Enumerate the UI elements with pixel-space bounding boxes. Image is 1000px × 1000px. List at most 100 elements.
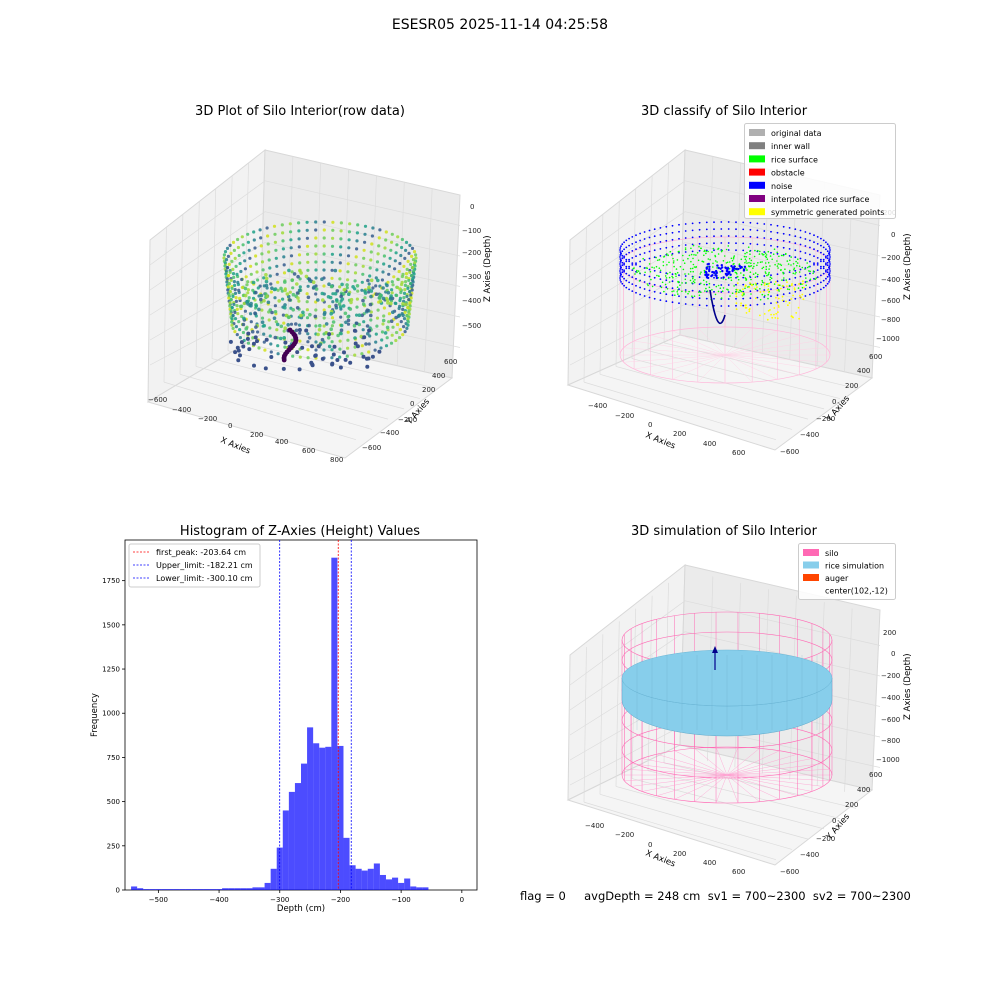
rice-surface-point bbox=[757, 262, 759, 264]
data-point bbox=[402, 296, 406, 300]
data-point bbox=[333, 291, 338, 296]
data-point bbox=[254, 254, 258, 258]
noise-point bbox=[735, 297, 737, 300]
data-point bbox=[283, 305, 287, 310]
noise-point bbox=[788, 248, 791, 250]
symmetric-point bbox=[777, 297, 780, 300]
data-point bbox=[270, 286, 274, 290]
data-point bbox=[232, 248, 236, 252]
noise-point bbox=[756, 275, 759, 278]
gridline bbox=[264, 211, 461, 257]
noise-point bbox=[816, 236, 819, 238]
data-point bbox=[268, 334, 272, 338]
rice-surface-point bbox=[673, 260, 675, 262]
noise-point bbox=[671, 231, 674, 234]
data-point bbox=[290, 262, 294, 266]
gridline bbox=[569, 211, 686, 291]
data-point bbox=[354, 263, 358, 267]
data-point bbox=[297, 367, 302, 372]
noise-point bbox=[720, 264, 723, 267]
noise-point bbox=[825, 262, 827, 265]
noise-point bbox=[619, 261, 622, 263]
silo-floor-line bbox=[672, 354, 726, 380]
rice-surface-point bbox=[761, 281, 764, 284]
rice-surface-point bbox=[677, 293, 679, 295]
noise-point bbox=[706, 263, 709, 266]
data-point bbox=[406, 286, 410, 290]
rice-surface-point bbox=[759, 261, 762, 263]
noise-point bbox=[794, 269, 797, 272]
symmetric-point bbox=[785, 300, 787, 303]
noise-point bbox=[653, 269, 656, 272]
data-point bbox=[365, 324, 370, 328]
rice-surface-point bbox=[730, 276, 732, 279]
rice-surface-point bbox=[634, 273, 636, 275]
noise-point bbox=[782, 293, 785, 296]
p2-ytick: −600 bbox=[780, 448, 799, 456]
rice-surface-point bbox=[714, 260, 717, 262]
noise-point bbox=[776, 231, 779, 234]
legend-label: rice simulation bbox=[825, 562, 884, 571]
data-point bbox=[279, 324, 284, 329]
data-point bbox=[290, 278, 294, 283]
y-tick-label: 0 bbox=[116, 887, 120, 895]
p2-ytick: −400 bbox=[800, 431, 819, 439]
p4-xtick: 0 bbox=[648, 841, 652, 849]
data-point bbox=[239, 304, 244, 309]
data-point bbox=[246, 240, 250, 244]
symmetric-point bbox=[768, 282, 771, 285]
noise-point bbox=[731, 269, 734, 273]
noise-point bbox=[628, 288, 630, 291]
data-point bbox=[390, 232, 394, 236]
rice-surface-point bbox=[658, 259, 661, 261]
data-point bbox=[235, 272, 239, 276]
histogram-bar bbox=[288, 791, 295, 890]
data-point bbox=[409, 293, 413, 297]
noise-point bbox=[742, 283, 745, 286]
data-point bbox=[230, 323, 234, 327]
noise-point bbox=[665, 279, 668, 282]
noise-point bbox=[809, 272, 811, 275]
rice-surface-point bbox=[692, 257, 694, 260]
data-point bbox=[410, 285, 414, 289]
data-point bbox=[273, 287, 278, 291]
noise-point bbox=[659, 255, 662, 257]
data-point bbox=[281, 247, 285, 251]
data-point bbox=[275, 264, 279, 268]
histogram-bar bbox=[422, 887, 429, 890]
noise-point bbox=[749, 304, 752, 307]
data-point bbox=[394, 338, 398, 343]
data-point bbox=[306, 348, 310, 352]
rice-surface-point bbox=[787, 263, 790, 265]
noise-point bbox=[825, 241, 827, 244]
histogram-bar bbox=[234, 888, 241, 890]
data-point bbox=[369, 313, 373, 318]
noise-point bbox=[720, 291, 723, 293]
rice-surface-point bbox=[757, 249, 759, 252]
data-point bbox=[223, 261, 227, 265]
rice-surface-point bbox=[753, 265, 755, 268]
rice-surface-point bbox=[649, 270, 652, 273]
rice-surface-point bbox=[702, 260, 704, 263]
data-point bbox=[327, 332, 332, 337]
silo-floor-line bbox=[715, 747, 728, 776]
data-point bbox=[286, 315, 291, 320]
rice-surface-point bbox=[812, 272, 814, 275]
noise-point bbox=[659, 299, 662, 301]
data-point bbox=[339, 237, 343, 241]
symmetric-point bbox=[786, 281, 788, 283]
data-point bbox=[414, 253, 418, 257]
noise-point bbox=[628, 260, 630, 263]
noise-point bbox=[635, 255, 637, 258]
data-point bbox=[297, 229, 301, 233]
noise-point bbox=[724, 266, 727, 269]
noise-point bbox=[828, 279, 831, 281]
data-point bbox=[376, 278, 380, 283]
noise-point bbox=[620, 281, 622, 283]
data-point bbox=[339, 315, 343, 319]
noise-point bbox=[776, 273, 779, 276]
data-point bbox=[300, 345, 305, 350]
rice-surface-point bbox=[698, 245, 700, 248]
noise-point bbox=[735, 249, 737, 252]
